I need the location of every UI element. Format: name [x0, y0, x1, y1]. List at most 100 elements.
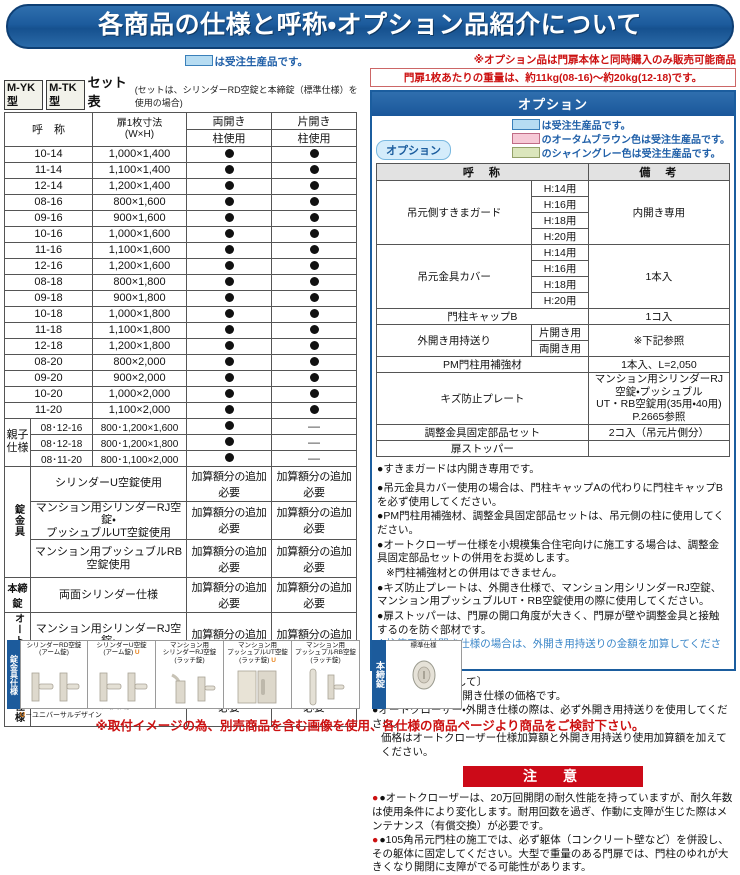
availability-dot-icon: [225, 404, 234, 416]
option-note-3: ●オートクローザー仕様を小規模集合住宅向けに施工する場合は、調整金具固定部品セッ…: [377, 539, 729, 566]
cell-single: [272, 306, 357, 322]
main-lock-label: 標準仕様: [387, 642, 460, 654]
cell-option-name: 外開き用持送り: [377, 325, 532, 357]
cell-name: 12-18: [5, 338, 93, 354]
availability-dot-icon: [225, 292, 234, 304]
option-table-header-row: 呼 称 備 考: [377, 164, 730, 181]
cell-option-remark: 1本入: [588, 245, 729, 309]
main-lock-group: 本締錠 標準仕様: [372, 640, 462, 709]
push-pull-handle-icon: [230, 667, 286, 707]
lock-item-label: シリンダーRD空錠(アーム錠): [22, 642, 86, 666]
cell-option-remark: 2コ入（吊元片側分）: [588, 424, 729, 440]
cylinder-lock-icon: [404, 655, 444, 695]
lever-handle-icon: [26, 667, 82, 707]
cell-option-size: 片開き用: [532, 325, 588, 341]
option-note-5: ●キズ防止プレートは、外開き仕様で、マンション用シリンダーRJ空錠、マンション用…: [377, 582, 729, 609]
right-column: ※オプション品は門扉本体と同時購入のみ販売可能商品 門扉1枚あたりの重量は、約1…: [370, 52, 736, 875]
lever-handle-icon: [94, 667, 150, 707]
cell-single: [272, 370, 357, 386]
col-header-double: 両開き: [187, 112, 272, 129]
spec-table-header-row: 呼 称 扉1枚寸法(W×H) 両開き 片開き: [5, 112, 357, 129]
cell-size: 800×2,000: [93, 354, 187, 370]
cell-size: 800×1,800: [93, 274, 187, 290]
availability-dot-icon: [310, 196, 319, 208]
availability-dot-icon: [310, 372, 319, 384]
swatch-green-icon: [512, 147, 540, 158]
cell-surcharge: 加算額分の追加必要: [272, 466, 357, 501]
cell-single: [272, 146, 357, 162]
lock-item-art: [293, 666, 358, 708]
availability-dot-icon: [225, 244, 234, 256]
cell-option-remark: 1本入、L=2,050: [588, 357, 729, 373]
cell-double: [187, 450, 272, 466]
option-note-6: ●扉ストッパーは、門扉の開口角度が大きく、門扉が壁や調整金具と接触するのを防ぐ部…: [377, 610, 729, 637]
main-columns: は受注生産品です。 M-YK型 M-TK型 セット表 (セットは、シリンダーRD…: [0, 49, 740, 875]
cell-main-lock-label: 本締錠: [5, 578, 31, 613]
cell-double: [187, 178, 272, 194]
cell-option-size: H:18用: [532, 213, 588, 229]
cell-double: [187, 162, 272, 178]
swatch-blue-icon: [512, 119, 540, 130]
cell-double: [187, 226, 272, 242]
availability-dot-icon: [310, 324, 319, 336]
cell-size: 900×1,800: [93, 290, 187, 306]
option-pill: オプション: [376, 140, 451, 160]
cell-size: 1,100×2,000: [93, 402, 187, 418]
cell-double: [187, 274, 272, 290]
option-legend-line-2: のオータムブラウン色は受注生産品です。: [512, 133, 730, 147]
cell-single: [272, 290, 357, 306]
lock-item-art: [22, 666, 86, 708]
cell-name: 11-20: [5, 402, 93, 418]
availability-dot-icon: [310, 148, 319, 160]
cell-double: [187, 386, 272, 402]
cell-name: 09-18: [5, 290, 93, 306]
cell-single: [272, 386, 357, 402]
cell-option-name: 門柱キャップB: [377, 309, 589, 325]
availability-dot-icon: [225, 324, 234, 336]
cell-double: [187, 354, 272, 370]
cell-double: [187, 402, 272, 418]
availability-dot-icon: [225, 388, 234, 400]
table-row: 外開き用持送り片開き用※下記参照: [377, 325, 730, 341]
availability-dot-icon: [225, 196, 234, 208]
availability-dot-icon: [225, 212, 234, 224]
cell-single: [272, 242, 357, 258]
option-col-header-name: 呼 称: [377, 164, 589, 181]
cell-option-size: H:20用: [532, 293, 588, 309]
cell-single: [272, 226, 357, 242]
availability-dot-icon: [310, 228, 319, 240]
option-panel: オプション オプション は受注生産品です。 のオータムブラウン色は受注生産品です…: [370, 90, 736, 672]
cell-name: 10-16: [5, 226, 93, 242]
availability-dot-icon: [310, 340, 319, 352]
cell-main-lock-row: 両面シリンダー仕様: [31, 578, 187, 613]
cell-name: 12-16: [5, 258, 93, 274]
main-lock-art: [387, 654, 460, 696]
availability-dot-icon: [225, 164, 234, 176]
col-header-name: 呼 称: [5, 112, 93, 146]
set-title-row: M-YK型 M-TK型 セット表 (セットは、シリンダーRD空錠と本締錠（標準仕…: [4, 72, 364, 110]
cell-option-size: H:14用: [532, 181, 588, 197]
lock-side-tab: 錠金具仕様: [7, 640, 20, 709]
caution-bar: 注 意: [463, 766, 643, 787]
cell-single: [272, 322, 357, 338]
option-legend-line-3: のシャイングレー色は受注生産品です。: [512, 147, 730, 161]
cell-name: 08･11-20: [31, 450, 93, 466]
cell-size: 800･1,200×1,800: [93, 434, 187, 450]
availability-dot-icon: [225, 276, 234, 288]
availability-dot-icon: [225, 340, 234, 352]
col-subheader-single: 柱使用: [272, 129, 357, 146]
availability-dot-icon: [225, 420, 234, 432]
option-legend-lines: は受注生産品です。 のオータムブラウン色は受注生産品です。 のシャイングレー色は…: [512, 119, 730, 162]
cell-option-name: 吊元金具カバー: [377, 245, 532, 309]
